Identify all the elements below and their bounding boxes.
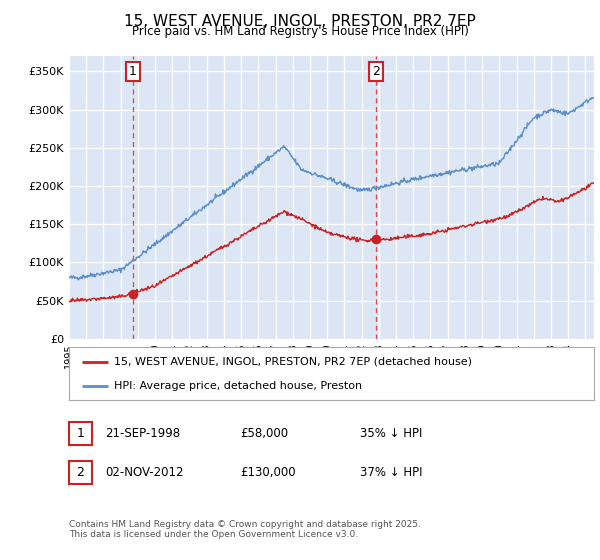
Text: 21-SEP-1998: 21-SEP-1998 [105, 427, 180, 440]
Text: £58,000: £58,000 [240, 427, 288, 440]
Text: 35% ↓ HPI: 35% ↓ HPI [360, 427, 422, 440]
Text: £130,000: £130,000 [240, 466, 296, 479]
Text: 37% ↓ HPI: 37% ↓ HPI [360, 466, 422, 479]
Text: 1: 1 [76, 427, 85, 440]
Text: 1: 1 [129, 65, 137, 78]
Text: Contains HM Land Registry data © Crown copyright and database right 2025.
This d: Contains HM Land Registry data © Crown c… [69, 520, 421, 539]
Text: 2: 2 [372, 65, 380, 78]
Text: 2: 2 [76, 466, 85, 479]
Text: 15, WEST AVENUE, INGOL, PRESTON, PR2 7EP: 15, WEST AVENUE, INGOL, PRESTON, PR2 7EP [124, 14, 476, 29]
Text: HPI: Average price, detached house, Preston: HPI: Average price, detached house, Pres… [113, 381, 362, 391]
Text: Price paid vs. HM Land Registry's House Price Index (HPI): Price paid vs. HM Land Registry's House … [131, 25, 469, 38]
Text: 15, WEST AVENUE, INGOL, PRESTON, PR2 7EP (detached house): 15, WEST AVENUE, INGOL, PRESTON, PR2 7EP… [113, 357, 472, 367]
Text: 02-NOV-2012: 02-NOV-2012 [105, 466, 184, 479]
